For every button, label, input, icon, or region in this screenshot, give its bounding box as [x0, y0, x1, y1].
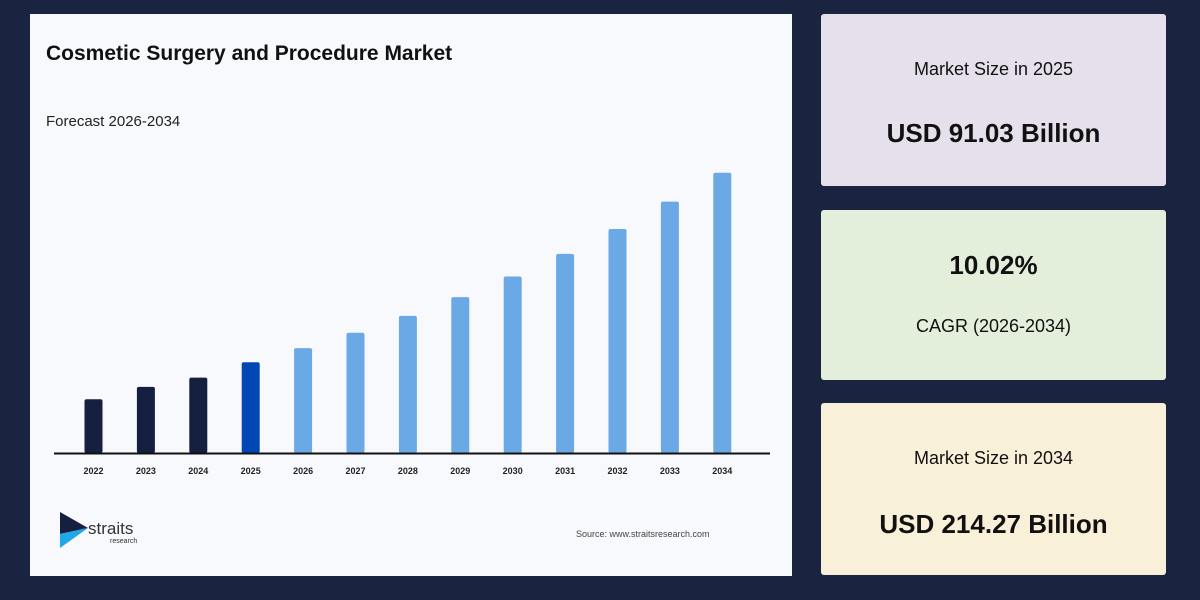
bar-2028 — [398, 315, 417, 453]
x-tick-label: 2034 — [712, 466, 732, 476]
bar-2032 — [608, 229, 627, 453]
straits-logo-icon — [60, 512, 88, 548]
source-text: Source: www.straitsresearch.com — [576, 529, 710, 539]
market-size-2034-card: Market Size in 2034 USD 214.27 Billion — [821, 403, 1166, 575]
bar-2022 — [84, 399, 103, 453]
card-label: CAGR (2026-2034) — [915, 316, 1072, 336]
bar-2026 — [294, 348, 313, 453]
bar-2027 — [346, 332, 365, 453]
market-size-2025-card: Market Size in 2025 USD 91.03 Billion — [821, 14, 1166, 186]
logo-subtext: research — [110, 538, 138, 545]
chart-title: Cosmetic Surgery and Procedure Market — [46, 42, 453, 65]
card-label: Market Size in 2034 — [913, 448, 1074, 468]
x-tick-label: 2023 — [136, 466, 156, 476]
card-value: USD 91.03 Billion — [886, 118, 1101, 148]
card-value: USD 214.27 Billion — [879, 509, 1108, 539]
bar-chart: 2022 2023 2024 2025 2026 2027 2028 2029 2030 2031… — [54, 172, 770, 476]
x-tick-label: 2022 — [83, 466, 103, 476]
logo-text: straits — [88, 519, 134, 538]
x-tick-label: 2027 — [345, 466, 365, 476]
x-tick-label: 2033 — [660, 466, 680, 476]
bar-2031 — [556, 253, 575, 453]
chart-panel: Cosmetic Surgery and Procedure Market Fo… — [30, 14, 792, 576]
x-tick-label: 2032 — [607, 466, 627, 476]
bar-2025 — [241, 362, 260, 453]
bar-2029 — [451, 297, 470, 453]
x-tick-label: 2026 — [293, 466, 313, 476]
x-tick-label: 2024 — [188, 466, 208, 476]
x-tick-label: 2029 — [450, 466, 470, 476]
card-label: Market Size in 2025 — [913, 59, 1074, 79]
x-tick-label: 2028 — [398, 466, 418, 476]
bar-2024 — [189, 377, 208, 453]
bar-2033 — [660, 201, 679, 453]
chart-subtitle: Forecast 2026-2034 — [46, 113, 181, 130]
x-tick-label: 2025 — [241, 466, 261, 476]
bar-2030 — [503, 276, 522, 453]
cagr-card: 10.02% CAGR (2026-2034) — [821, 210, 1166, 380]
x-tick-label: 2030 — [503, 466, 523, 476]
bar-2034 — [713, 172, 732, 453]
x-tick-label: 2031 — [555, 466, 575, 476]
card-value: 10.02% — [949, 250, 1038, 280]
bar-2023 — [136, 386, 155, 453]
